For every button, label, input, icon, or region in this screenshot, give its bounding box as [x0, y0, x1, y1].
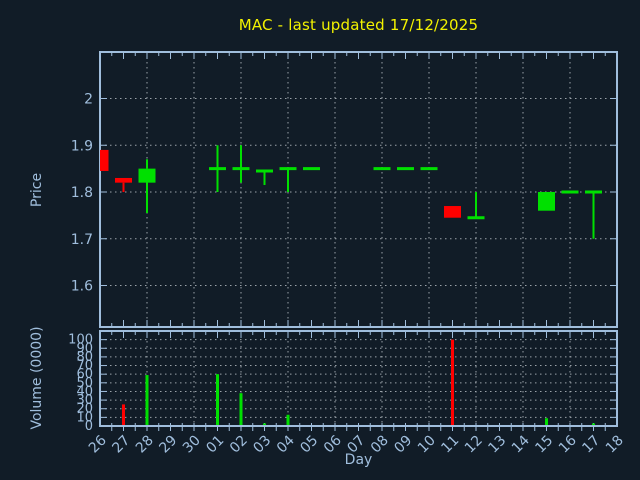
- svg-text:09: 09: [391, 433, 415, 457]
- svg-text:2: 2: [84, 92, 93, 108]
- svg-text:15: 15: [532, 433, 556, 457]
- svg-text:29: 29: [156, 433, 180, 457]
- candlesticks: [100, 145, 602, 239]
- chart-title: MAC - last updated 17/12/2025: [238, 16, 479, 34]
- panel-borders: [99, 51, 618, 427]
- svg-text:14: 14: [509, 432, 533, 456]
- svg-text:1.9: 1.9: [71, 138, 93, 154]
- candle-26: [100, 149, 109, 171]
- svg-text:11: 11: [438, 433, 462, 457]
- svg-text:80: 80: [76, 350, 93, 365]
- svg-text:30: 30: [76, 393, 93, 408]
- candle-17: [585, 190, 602, 239]
- svg-text:90: 90: [76, 341, 93, 356]
- volume-bar-01: [216, 374, 219, 425]
- svg-text:02: 02: [227, 433, 251, 457]
- svg-text:12: 12: [462, 433, 486, 457]
- svg-text:04: 04: [274, 432, 298, 456]
- volume-bar-02: [239, 393, 243, 425]
- svg-text:28: 28: [133, 433, 157, 457]
- svg-text:1.7: 1.7: [71, 232, 93, 248]
- svg-text:07: 07: [344, 433, 368, 457]
- candle-01: [209, 145, 226, 192]
- svg-text:05: 05: [297, 433, 321, 457]
- candle-02: [232, 145, 250, 183]
- svg-text:60: 60: [76, 367, 93, 382]
- svg-text:100: 100: [68, 333, 93, 348]
- svg-text:13: 13: [485, 433, 509, 457]
- grid-lines: [100, 52, 617, 426]
- volume-bar-27: [122, 404, 125, 425]
- candle-04: [279, 167, 297, 192]
- svg-text:1.6: 1.6: [71, 279, 93, 295]
- svg-text:06: 06: [321, 432, 345, 456]
- day-tick-labels: 26 27 28 29 30 01 02 03 04 05 06 07 08 09 10 11 12 13 14 15…: [86, 432, 627, 456]
- volume-bar-04: [286, 414, 290, 425]
- svg-text:16: 16: [556, 432, 580, 456]
- svg-text:40: 40: [76, 384, 93, 399]
- svg-text:01: 01: [203, 433, 227, 457]
- svg-text:70: 70: [76, 359, 93, 374]
- price-tick-labels: 1.6 1.7 1.8 1.9 2: [71, 92, 93, 295]
- svg-text:03: 03: [250, 433, 274, 457]
- candle-27: [115, 177, 132, 192]
- svg-text:30: 30: [180, 433, 204, 457]
- volume-bar-03: [263, 423, 266, 425]
- svg-text:18: 18: [603, 433, 627, 457]
- volume-bars: [122, 339, 595, 425]
- volume-bar-28: [145, 375, 149, 425]
- svg-text:1.8: 1.8: [71, 185, 93, 201]
- candle-12: [467, 192, 485, 220]
- candle-15: [538, 192, 555, 211]
- volume-bar-11: [451, 339, 454, 425]
- svg-text:26: 26: [86, 432, 110, 456]
- day-axis-label: Day: [344, 452, 373, 468]
- candle-11: [444, 206, 461, 218]
- svg-text:0: 0: [85, 419, 93, 434]
- tick-marks: [100, 52, 617, 431]
- candle-03: [256, 169, 273, 185]
- svg-text:27: 27: [109, 433, 133, 457]
- svg-text:08: 08: [368, 433, 392, 457]
- candle-28: [138, 159, 156, 214]
- svg-text:10: 10: [76, 410, 93, 425]
- volume-bar-15: [545, 418, 548, 425]
- volume-bar-17: [592, 423, 595, 425]
- svg-text:50: 50: [76, 376, 93, 391]
- svg-text:17: 17: [579, 433, 603, 457]
- svg-text:20: 20: [76, 402, 93, 417]
- svg-text:10: 10: [415, 433, 439, 457]
